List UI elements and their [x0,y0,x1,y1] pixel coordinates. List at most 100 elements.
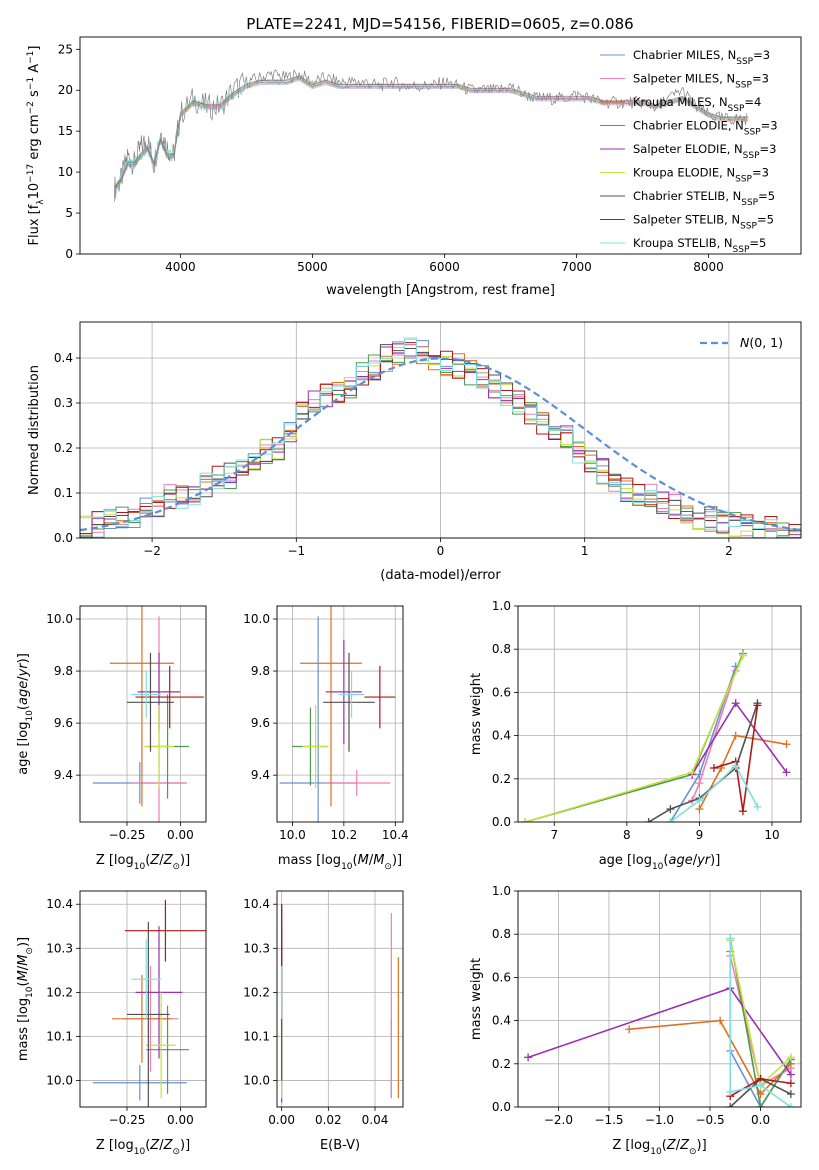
spectrum-model-line [114,75,749,187]
label-part: M [358,853,369,868]
y-tick-label: 0.6 [492,685,511,699]
y-tick-label: 9.6 [54,716,73,730]
x-tick-label: 0.00 [268,1113,295,1127]
plot-area [92,606,204,822]
y-tick-label: 0.0 [492,1100,511,1114]
y-tick-label: 0.1 [54,486,73,500]
label-part: ⊙ [384,862,392,872]
y-axis-label: mass weight [469,958,484,1040]
label-part: mass [log [16,998,31,1061]
label-part: SSP [728,104,745,114]
label-part: / [159,853,164,868]
label-part: SSP [744,128,761,138]
errorbar-point-3 [146,1005,189,1094]
x-tick-label: 8000 [693,260,724,274]
x-tick-label: 9 [696,828,704,842]
x-tick-label: 0 [437,544,445,558]
label-part: ⊙ [172,1147,180,1157]
label-part: SSP [743,151,760,161]
x-tick-label: 0.00 [167,1113,194,1127]
label-part: )] [392,853,402,868]
y-tick-label: 20 [58,83,73,97]
label-part: SSP [741,198,758,208]
label-part: Z [163,853,174,868]
label-part: Salpeter MILES, N [633,72,735,86]
weight-line [713,705,759,812]
x-axis-label: Z [log10(Z/Z⊙)] [612,1138,706,1157]
label-part: 10 [134,1147,146,1157]
label-part: / [16,965,31,970]
label-part: )] [180,1138,190,1153]
x-axis-label: mass [log10(M/M⊙)] [278,853,402,872]
label-part: −1 [26,51,36,64]
y-tick-label: 10.3 [46,941,73,955]
label-part: erg cm [27,114,42,163]
label-part: SSP [735,81,752,91]
spectrum-model-line [114,76,749,188]
errorbar-point-4 [325,639,362,744]
label-part: 10 [25,986,35,998]
y-tick-label: 0.4 [492,1014,511,1028]
y-tick-label: 0.6 [492,970,511,984]
errorbar-point-2 [109,606,174,807]
gridlines [518,605,801,823]
label-part: ( [145,853,150,868]
label-part: yr [16,662,31,678]
label-part: ⊙ [172,862,180,872]
hist-8-step [80,337,801,538]
label-part: Z [log [96,1138,134,1153]
label-part: SSP [740,222,757,232]
x-tick-label: −2.0 [544,1113,573,1127]
label-part: age [668,853,692,868]
spectrum-model-line [114,76,749,189]
label-part: Z [149,1138,160,1153]
label-part: age [log [16,722,31,775]
label-part: M [16,970,31,981]
y-tick-label: 10.0 [46,612,73,626]
axes-frame [276,890,404,1108]
label-part: SSP [733,245,750,255]
weight-line [525,655,744,822]
label-part: age [16,681,31,705]
label-part: ( [662,1138,667,1153]
axes-frame [79,890,207,1108]
legend-entry: Salpeter MILES, NSSP=3 [633,72,769,91]
weight-series-8 [726,934,795,1107]
x-axis-label: Z [log10(Z/Z⊙)] [96,853,190,872]
errorbar-point-2 [300,606,362,807]
plot-area [92,899,206,1107]
label-part: ( [16,705,31,710]
label-part: =5 [757,213,774,227]
weight-line [525,653,744,822]
weight-series-8 [666,761,762,822]
label-part: / [369,853,374,868]
legend-normal-label: N(0, 1) [740,335,783,350]
y-tick-label: 0.2 [492,772,511,786]
label-part: )] [710,853,720,868]
legend-entry: Kroupa ELODIE, NSSP=3 [633,166,769,185]
errorbar-point-8 [338,671,365,718]
x-tick-label: 6000 [429,260,460,274]
errorbar-point-2 [112,974,172,1063]
y-tick-label: 0.3 [54,396,73,410]
label-part: ( [353,853,358,868]
y-tick-label: 9.6 [251,716,270,730]
x-tick-label: 0.04 [362,1113,389,1127]
y-tick-label: 9.8 [54,664,73,678]
label-part: Chabrier ELODIE, N [633,119,744,133]
x-tick-label: 8 [623,828,631,842]
x-tick-label: 0.0 [751,1113,770,1127]
plot-area [279,606,396,822]
axes-frame [79,36,802,255]
x-tick-label: −0.25 [109,828,146,842]
y-tick-label: 25 [58,42,73,56]
x-tick-label: 7 [550,828,558,842]
label-part: Kroupa STELIB, N [633,236,733,250]
label-part: Salpeter STELIB, N [633,213,740,227]
label-part: ⊙ [689,1147,697,1157]
y-tick-label: 10.0 [243,612,270,626]
label-part: =3 [752,72,769,86]
y-tick-label: 10.1 [46,1029,73,1043]
label-part: 10 [652,862,664,872]
